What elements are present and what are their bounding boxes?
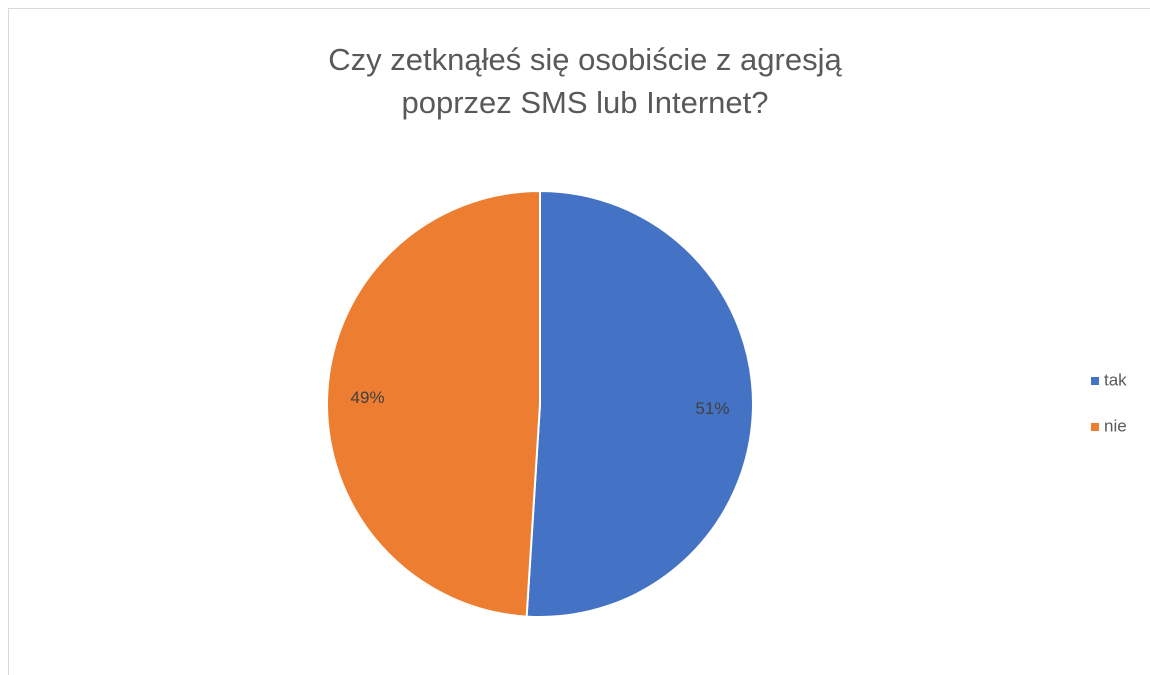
pie-slice <box>326 189 541 618</box>
pie-slice <box>525 189 754 618</box>
legend-swatch <box>1091 423 1099 431</box>
legend-swatch <box>1091 377 1099 385</box>
legend-label: tak <box>1104 370 1127 389</box>
data-label: 49% <box>351 388 385 407</box>
data-label: 51% <box>695 399 729 418</box>
chart-title: Czy zetknąłeś się osobiście z agresją <box>328 42 842 77</box>
legend-label: nie <box>1104 416 1127 435</box>
chart-title: poprzez SMS lub Internet? <box>401 85 768 120</box>
